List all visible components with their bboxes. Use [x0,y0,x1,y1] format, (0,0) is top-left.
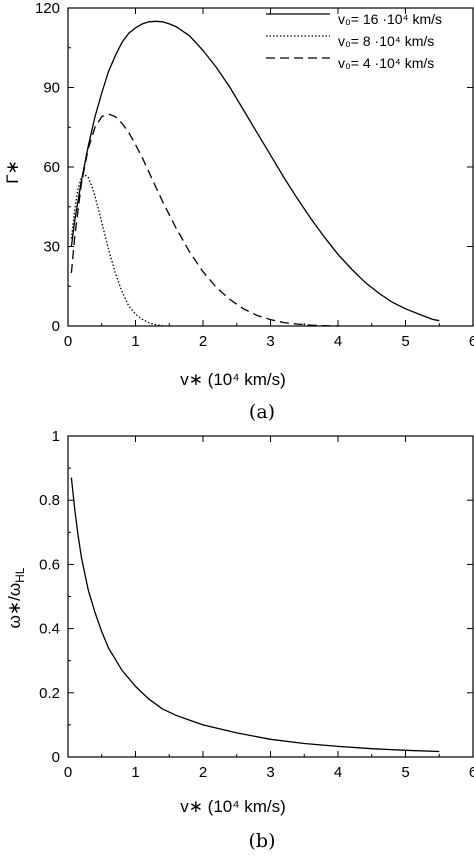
x-tick-label: 2 [199,764,207,781]
y-tick-label: 0 [52,318,60,335]
x-tick-label: 5 [401,764,409,781]
legend-label: v₀= 4 ·10⁴ km/s [338,55,434,71]
x-tick-label: 4 [334,333,342,350]
x-axis-label-b: v∗ (10⁴ km/s) [180,797,286,816]
x-tick-label: 5 [401,333,409,350]
y-tick-label: 1 [52,428,60,445]
y-tick-label: 0 [52,749,60,766]
plot-frame-b [67,435,474,758]
x-tick-label: 3 [266,764,274,781]
x-tick-label: 4 [334,764,342,781]
series-line-solid [70,20,440,322]
y-tick-label: 0.4 [39,621,60,638]
y-tick-label: 120 [35,0,60,17]
y-axis-label-b-sub: HL [13,567,27,583]
series-lines-a [70,20,440,327]
series-line-solid [70,477,440,753]
y-tick-label: 0.6 [39,556,60,573]
y-tick-label: 0.8 [39,492,60,509]
ticks-b: 0 1 2 3 4 5 6 0 0.2 0.4 0.6 0.8 1 [39,428,474,781]
panel-caption-a: (a) [249,401,275,423]
series-line-dashed [70,113,339,327]
x-tick-label: 1 [131,333,139,350]
y-axis-label-b-main: ω∗/ω [5,583,24,629]
x-axis-label-a: v∗ (10⁴ km/s) [180,370,286,389]
x-tick-label: 0 [64,764,72,781]
legend-label: v₀= 16 ·10⁴ km/s [338,11,442,27]
y-tick-label: 90 [43,80,60,97]
legend-label: v₀= 8 ·10⁴ km/s [338,33,434,49]
y-tick-label: 60 [43,159,60,176]
series-lines-b [70,477,440,753]
panel-caption-b: (b) [249,830,276,852]
x-tick-label: 2 [199,333,207,350]
y-axis-label-b: ω∗/ωHL [5,567,27,628]
y-axis-label-a: Γ∗ [3,160,22,184]
x-tick-label: 3 [266,333,274,350]
x-tick-label: 0 [64,333,72,350]
legend-a: v₀= 16 ·10⁴ km/s v₀= 8 ·10⁴ km/s v₀= 4 ·10… [266,11,442,71]
x-tick-label: 6 [469,764,474,781]
series-line-dotted [70,174,163,327]
chart-panel-b: 0 1 2 3 4 5 6 0 0.2 0.4 0.6 0.8 1 v∗ (10⁴ km/s) ω∗/ω… [5,428,474,852]
x-tick-label: 6 [469,333,474,350]
y-tick-label: 30 [43,239,60,256]
x-tick-label: 1 [131,764,139,781]
y-tick-label: 0.2 [39,685,60,702]
